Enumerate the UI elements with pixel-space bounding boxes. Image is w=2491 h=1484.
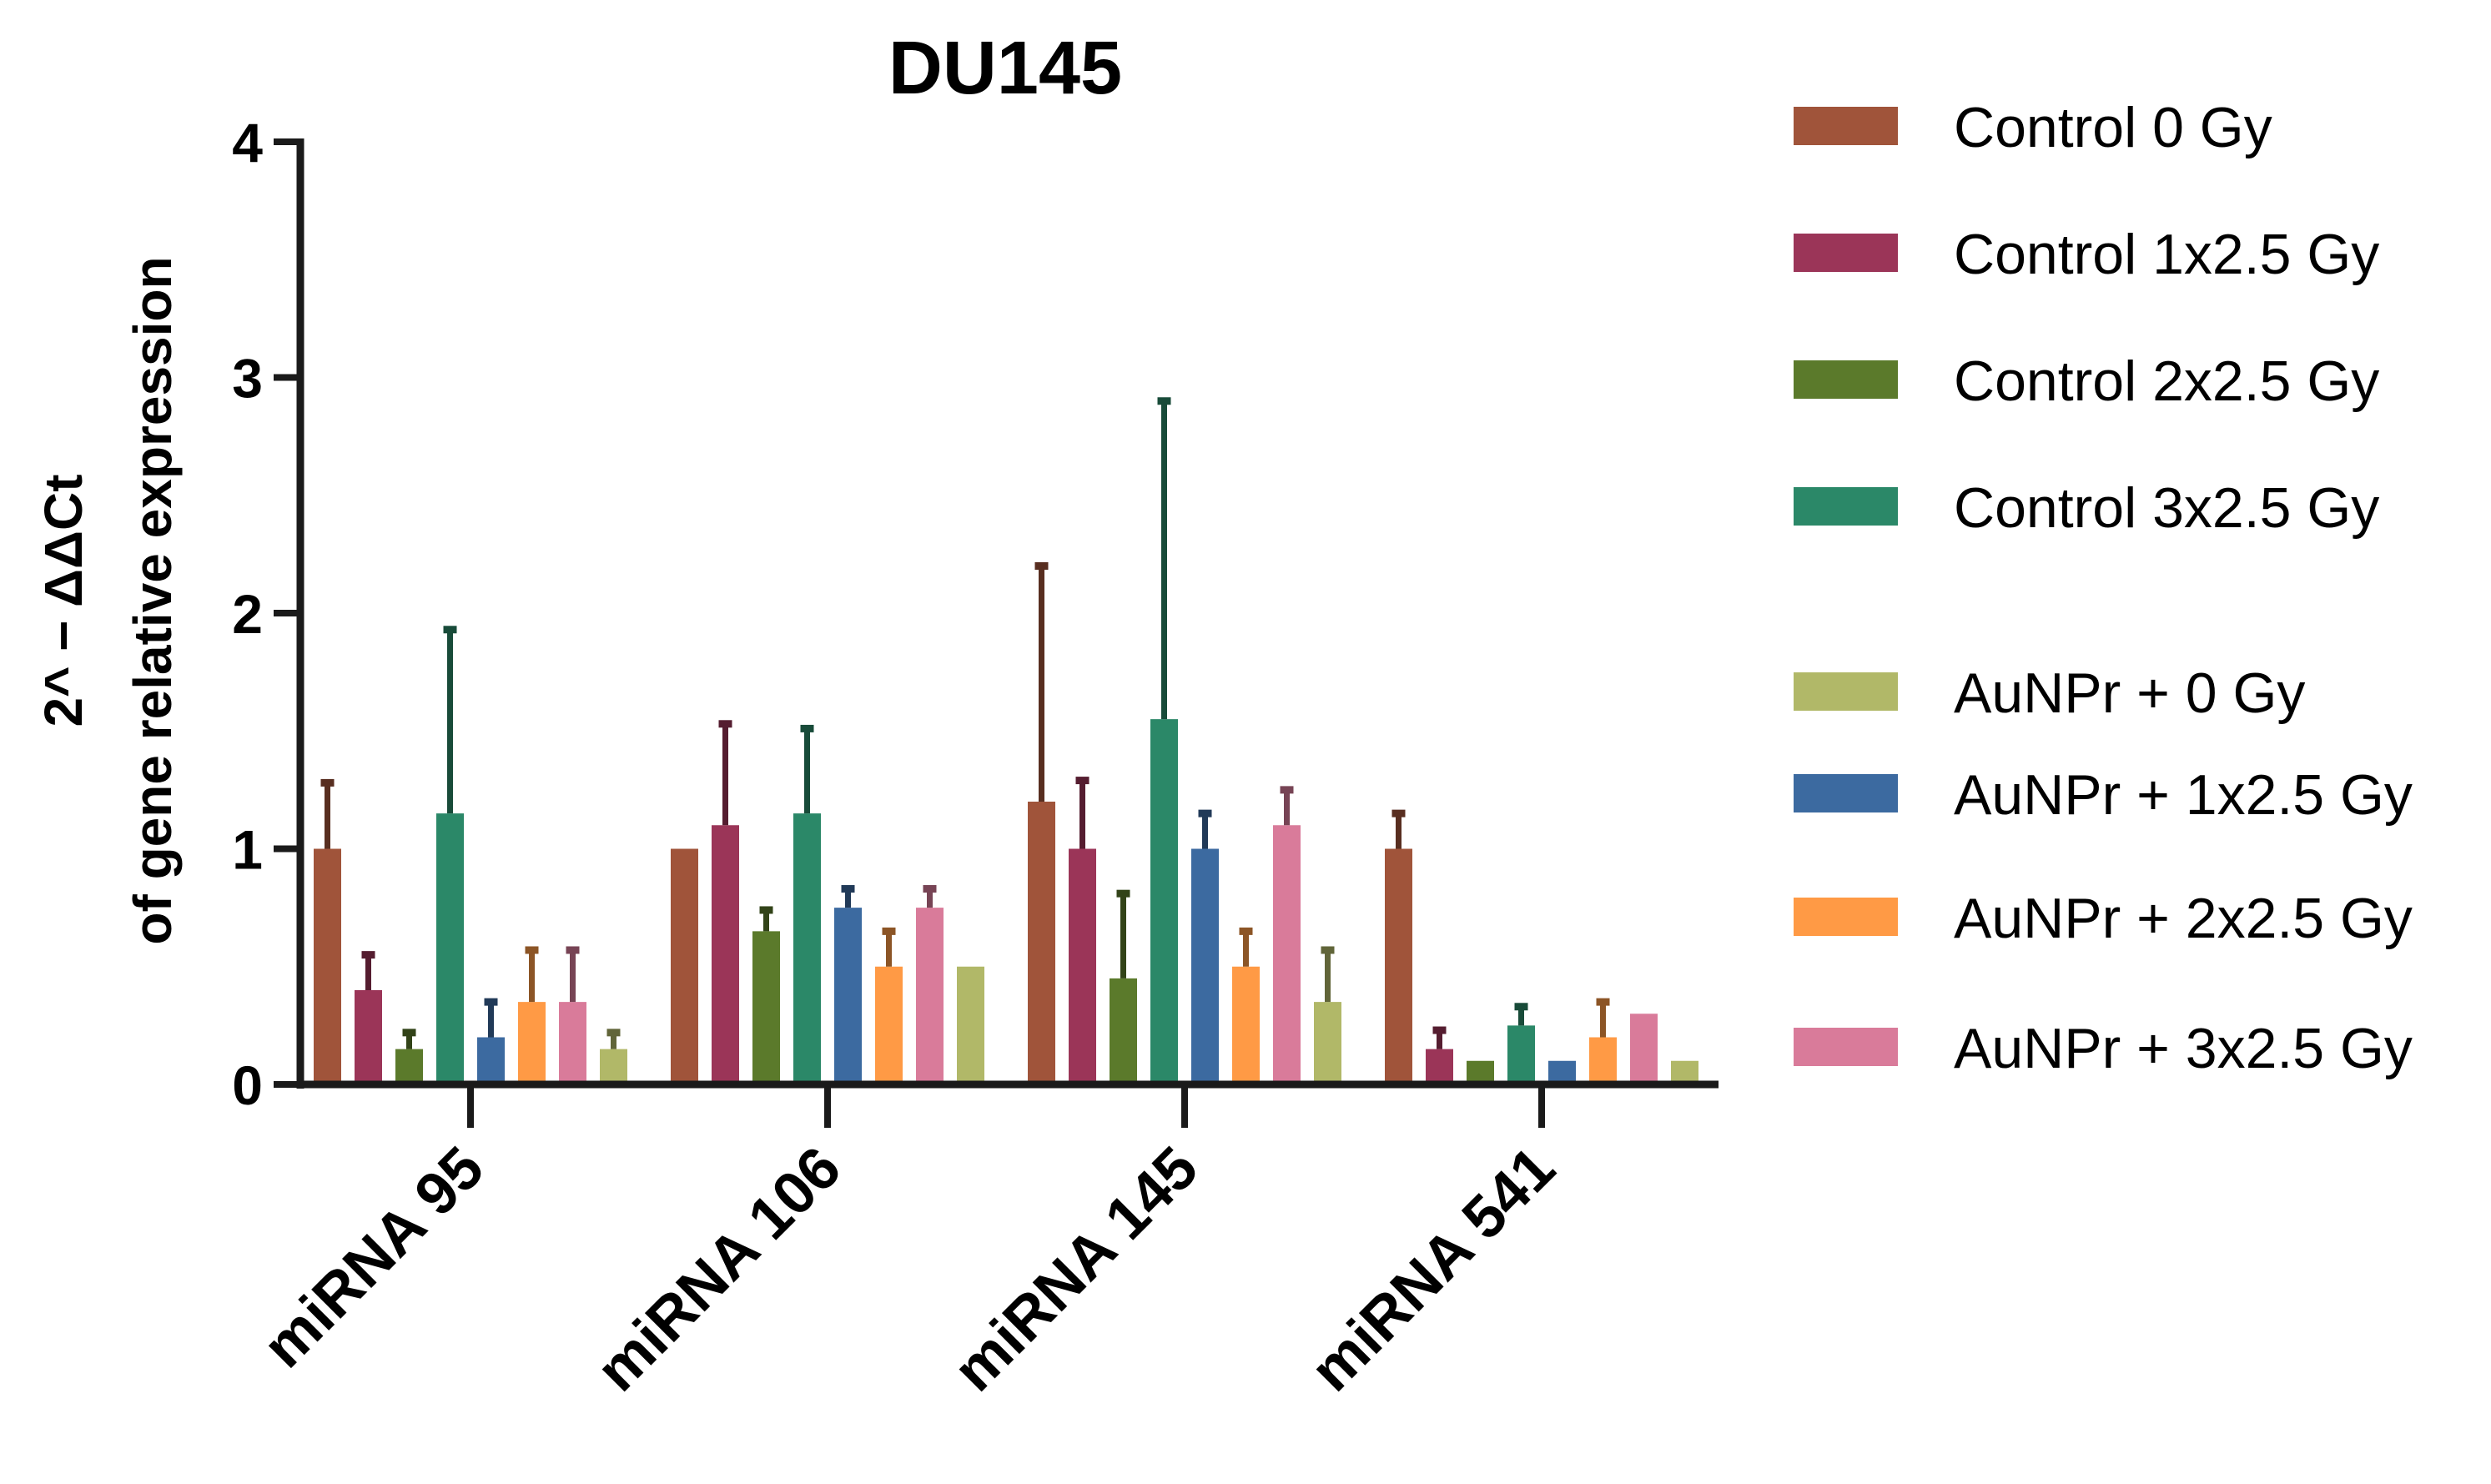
y-axis-label-line2: of gene relative expression: [123, 256, 183, 944]
bar: [1426, 1049, 1453, 1084]
legend-label: Control 3x2.5 Gy: [1954, 476, 2379, 540]
bar: [671, 848, 698, 1084]
legend-label: AuNPr + 3x2.5 Gy: [1954, 1017, 2413, 1080]
bar: [1110, 978, 1137, 1084]
legend-swatch: [1794, 774, 1898, 812]
bar: [916, 908, 944, 1084]
bar: [600, 1049, 627, 1084]
bar: [957, 966, 984, 1084]
bar: [1507, 1025, 1535, 1084]
x-tick-label: miRNA 145: [941, 1134, 1210, 1404]
bar: [1028, 802, 1055, 1084]
legend-label: AuNPr + 1x2.5 Gy: [1954, 763, 2413, 827]
bar: [793, 813, 821, 1084]
bar: [1273, 825, 1301, 1084]
legend-item: AuNPr + 3x2.5 Gy: [1794, 1017, 2413, 1080]
legend-label: AuNPr + 2x2.5 Gy: [1954, 887, 2413, 950]
bar: [752, 931, 780, 1084]
legend-swatch: [1794, 234, 1898, 272]
chart-title: DU145: [888, 27, 1122, 110]
legend-item: AuNPr + 1x2.5 Gy: [1794, 763, 2413, 827]
bar: [1630, 1014, 1658, 1084]
legend-swatch: [1794, 1028, 1898, 1066]
bar: [1467, 1060, 1494, 1084]
legend: Control 0 Gy Control 1x2.5 Gy Control 2x2.…: [1794, 96, 2413, 1080]
bar: [395, 1049, 423, 1084]
bar: [355, 990, 382, 1084]
legend-item: Control 0 Gy: [1794, 96, 2272, 159]
legend-item: AuNPr + 2x2.5 Gy: [1794, 887, 2413, 950]
bar: [1671, 1060, 1698, 1084]
legend-item: Control 1x2.5 Gy: [1794, 223, 2379, 286]
legend-label: Control 0 Gy: [1954, 96, 2272, 159]
legend-label: AuNPr + 0 Gy: [1954, 662, 2305, 725]
y-axis-label-line1: 2^ − ΔΔCt: [33, 474, 93, 727]
y-tick-label: 2: [232, 583, 263, 645]
bar: [1548, 1060, 1576, 1084]
legend-swatch: [1794, 360, 1898, 399]
legend-label: Control 1x2.5 Gy: [1954, 223, 2379, 286]
legend-label: Control 2x2.5 Gy: [1954, 350, 2379, 413]
bar: [1314, 1002, 1341, 1084]
y-tick-label: 3: [232, 348, 263, 410]
legend-swatch: [1794, 898, 1898, 936]
bar: [1589, 1037, 1617, 1084]
legend-item: Control 2x2.5 Gy: [1794, 350, 2379, 413]
bar: [1150, 719, 1178, 1084]
legend-swatch: [1794, 107, 1898, 145]
bar: [1191, 848, 1219, 1084]
legend-item: AuNPr + 0 Gy: [1794, 662, 2305, 725]
bar: [1069, 848, 1096, 1084]
legend-swatch: [1794, 487, 1898, 526]
bar: [712, 825, 739, 1084]
y-tick-label: 4: [232, 112, 263, 174]
bar: [1232, 966, 1260, 1084]
bar: [436, 813, 464, 1084]
bar: [518, 1002, 546, 1084]
x-tick-label: miRNA 106: [584, 1134, 853, 1404]
x-tick-label: miRNA 541: [1298, 1134, 1568, 1404]
legend-swatch: [1794, 672, 1898, 711]
bar: [477, 1037, 505, 1084]
x-tick-label: miRNA 95: [250, 1134, 496, 1381]
bar: [834, 908, 862, 1084]
bar: [559, 1002, 586, 1084]
bar: [1385, 848, 1412, 1084]
bar: [875, 966, 903, 1084]
legend-item: Control 3x2.5 Gy: [1794, 476, 2379, 540]
y-tick-label: 0: [232, 1054, 263, 1116]
y-axis-label: 2^ − ΔΔCt of gene relative expression: [33, 256, 183, 944]
y-tick-label: 1: [232, 819, 263, 881]
bar: [314, 848, 341, 1084]
plot-area: 0 1 2 3 4 miRNA 95 miRNA 106 miRNA 145 miRNA 541: [232, 112, 1719, 1404]
